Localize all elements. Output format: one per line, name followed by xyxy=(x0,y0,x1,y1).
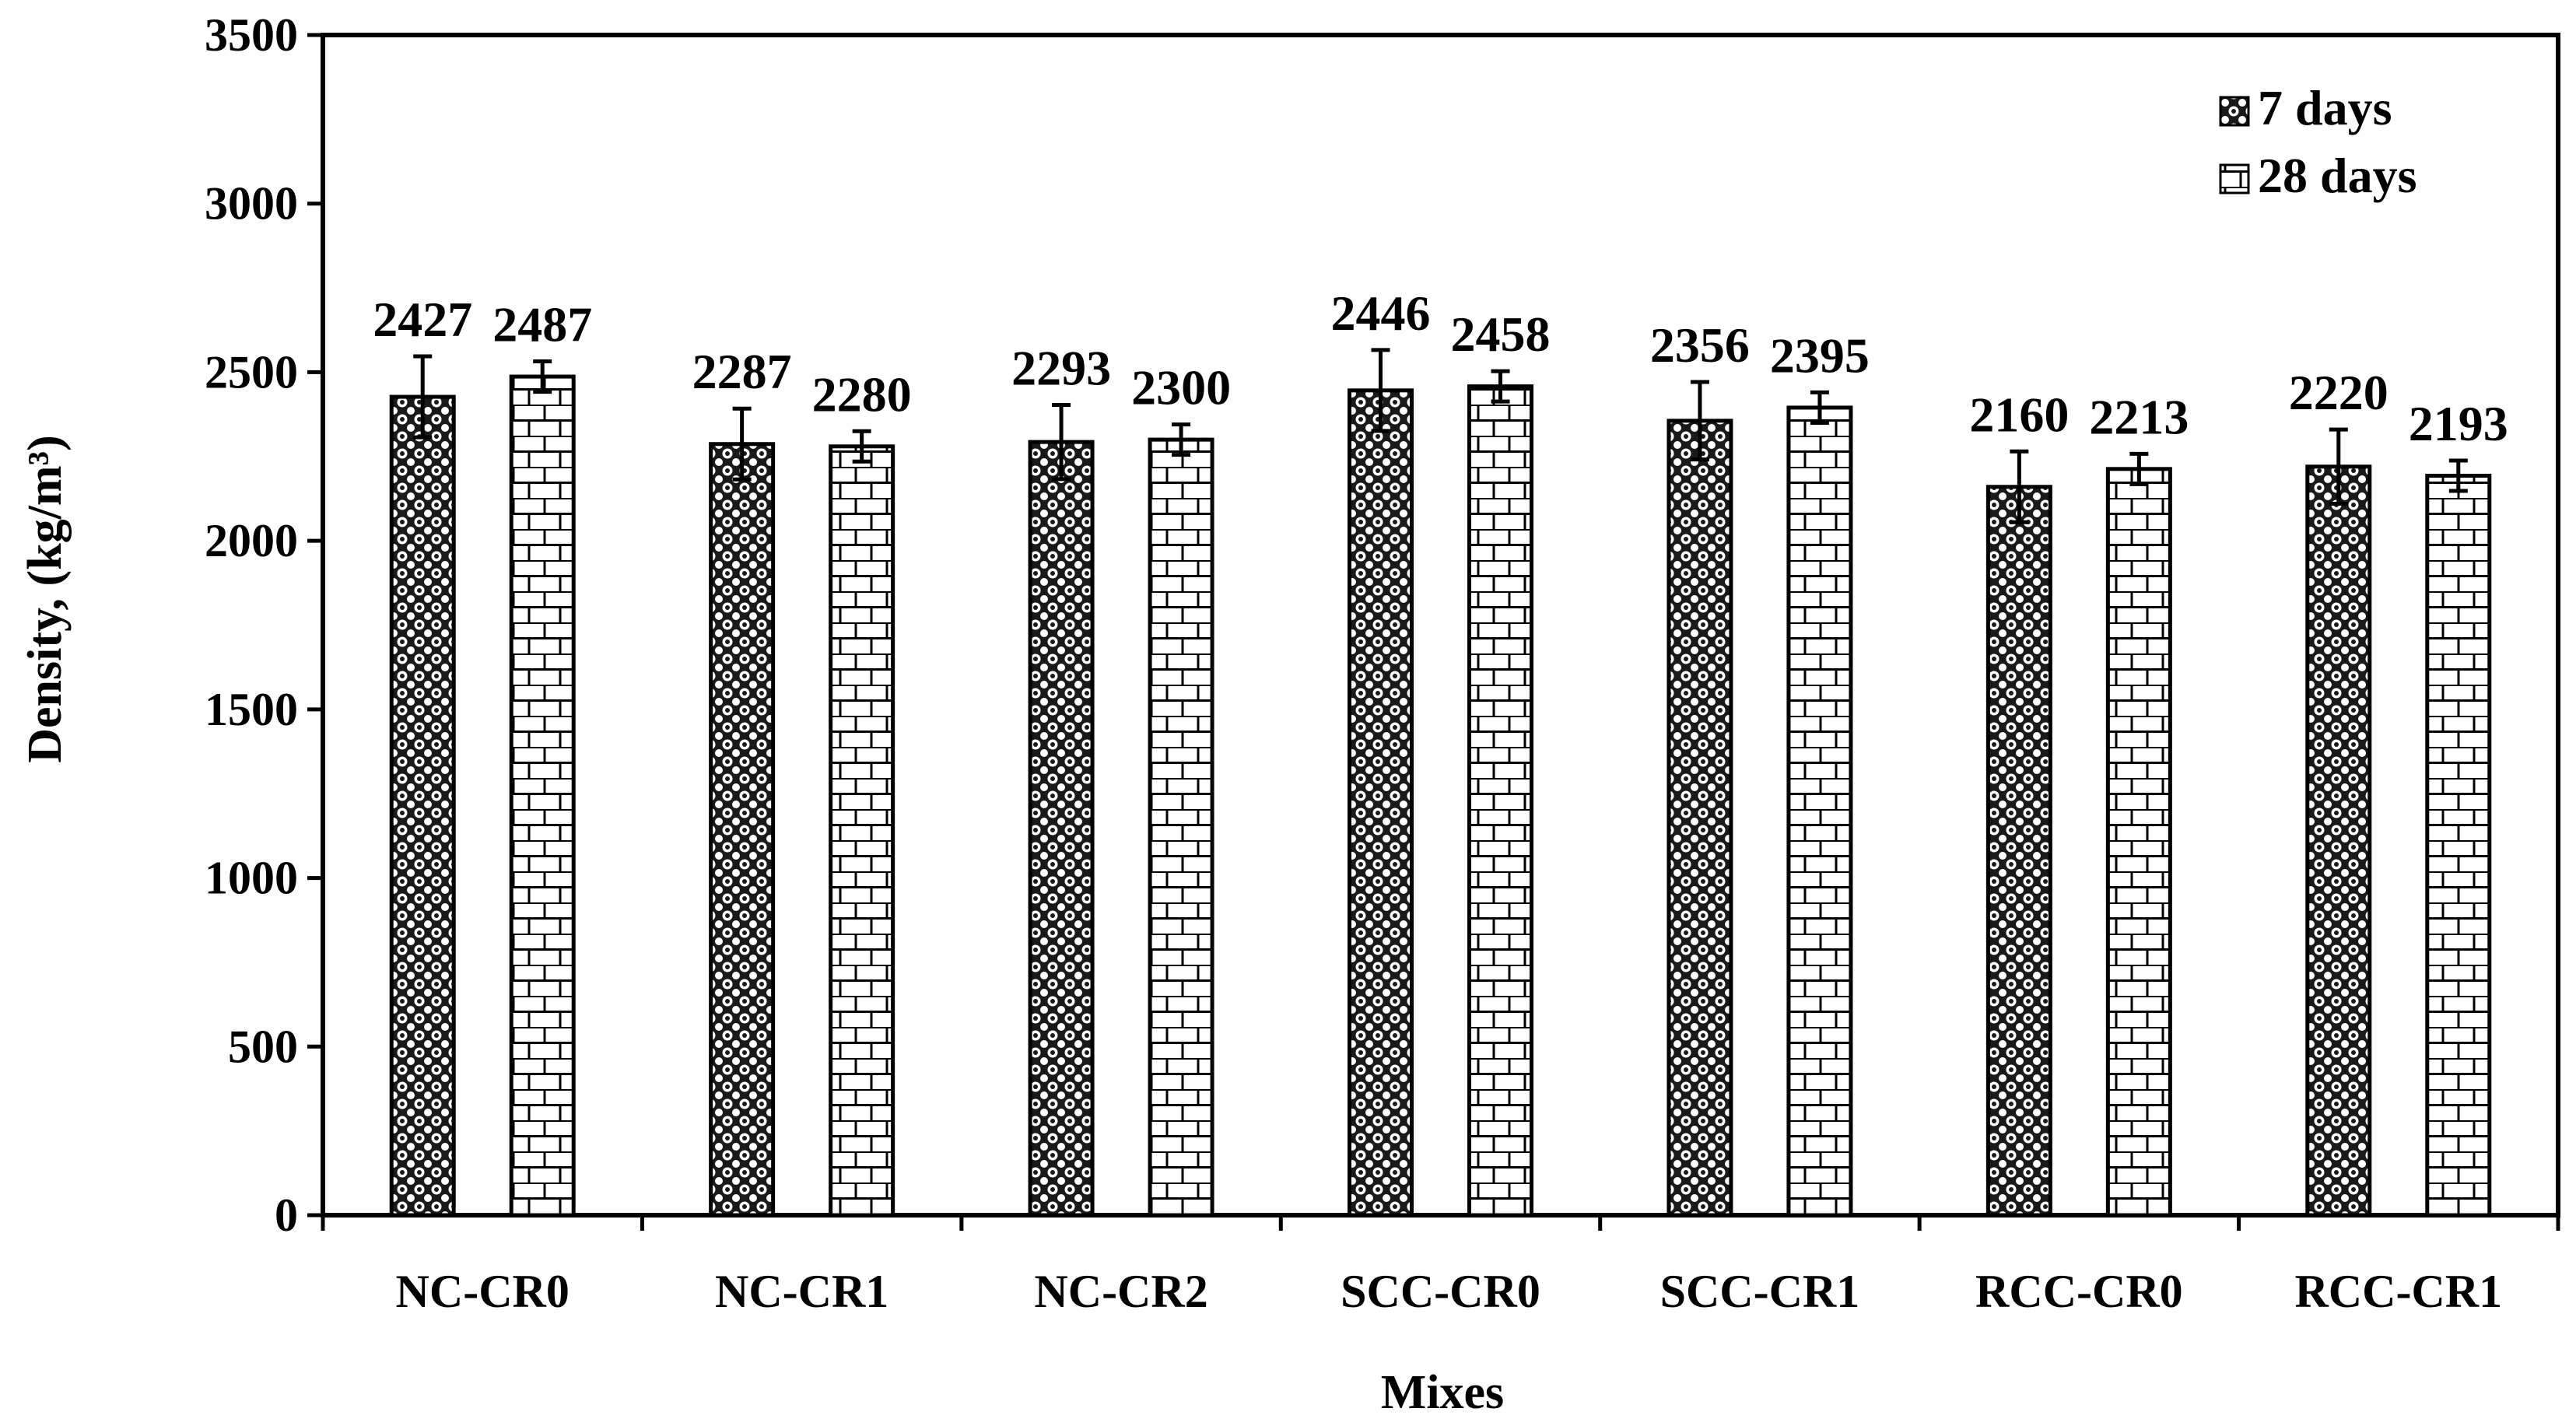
x-category-label: NC-CR2 xyxy=(1034,1266,1207,1317)
legend-label-7-days: 7 days xyxy=(2258,80,2392,135)
data-label: 2356 xyxy=(1650,317,1750,373)
data-label: 2395 xyxy=(1770,328,1870,383)
bar xyxy=(2105,467,2172,1218)
legend: 7 days 28 days xyxy=(2219,80,2417,203)
x-category-label: RCC-CR0 xyxy=(1975,1266,2183,1317)
y-tick-label: 2000 xyxy=(205,515,298,566)
bar xyxy=(2305,464,2372,1218)
bar xyxy=(1028,440,1095,1218)
y-tick-label: 3000 xyxy=(205,178,298,229)
bar xyxy=(1467,384,1533,1218)
x-axis-title: Mixes xyxy=(1381,1366,1504,1419)
bar xyxy=(2425,473,2492,1218)
plot-area xyxy=(321,33,2560,1218)
data-label: 2220 xyxy=(2289,365,2388,420)
y-axis: 0 500 1000 1500 2000 2500 3000 3500 xyxy=(205,9,323,1241)
bar xyxy=(709,442,776,1218)
x-category-label: NC-CR1 xyxy=(715,1266,888,1317)
data-label: 2287 xyxy=(692,344,792,399)
bar xyxy=(1786,405,1853,1218)
bar xyxy=(1148,437,1214,1218)
y-tick-label: 2500 xyxy=(205,346,298,398)
y-axis-title: Density, (kg/m³) xyxy=(19,435,72,763)
legend-swatch-7-days xyxy=(2219,96,2250,127)
y-tick-label: 500 xyxy=(228,1021,298,1072)
x-category-label: SCC-CR1 xyxy=(1660,1266,1860,1317)
y-tick-label: 1500 xyxy=(205,684,298,735)
bar xyxy=(829,444,895,1218)
data-label: 2446 xyxy=(1331,286,1431,341)
data-label: 2458 xyxy=(1451,307,1551,362)
data-label: 2427 xyxy=(373,292,472,347)
y-tick-label: 1000 xyxy=(205,853,298,904)
x-category-label: NC-CR0 xyxy=(396,1266,570,1317)
bar xyxy=(1348,388,1414,1218)
bar xyxy=(1985,485,2052,1218)
y-tick-label: 0 xyxy=(275,1190,298,1241)
plot-frame xyxy=(321,33,2560,1218)
bar xyxy=(389,394,456,1218)
data-label: 2487 xyxy=(492,297,592,352)
x-axis: NC-CR0 NC-CR1 NC-CR2 SCC-CR0 SCC-CR1 RCC-CR0 R… xyxy=(321,1215,2560,1317)
data-label: 2213 xyxy=(2089,389,2189,444)
data-label: 2193 xyxy=(2409,396,2508,451)
y-tick-label: 3500 xyxy=(205,9,298,61)
data-label: 2293 xyxy=(1011,340,1111,395)
x-category-label: SCC-CR0 xyxy=(1341,1266,1540,1317)
data-label: 2300 xyxy=(1131,360,1231,415)
legend-swatch-28-days xyxy=(2219,163,2250,194)
bars: 2427 2487 2287 2280 2293 2300 2446 2458 2356 2395… xyxy=(373,286,2508,1218)
bar xyxy=(509,374,576,1218)
data-label: 2280 xyxy=(812,366,912,422)
data-label: 2160 xyxy=(1969,387,2069,442)
x-category-label: RCC-CR1 xyxy=(2294,1266,2502,1317)
bar xyxy=(1667,419,1733,1218)
legend-label-28-days: 28 days xyxy=(2258,148,2417,203)
